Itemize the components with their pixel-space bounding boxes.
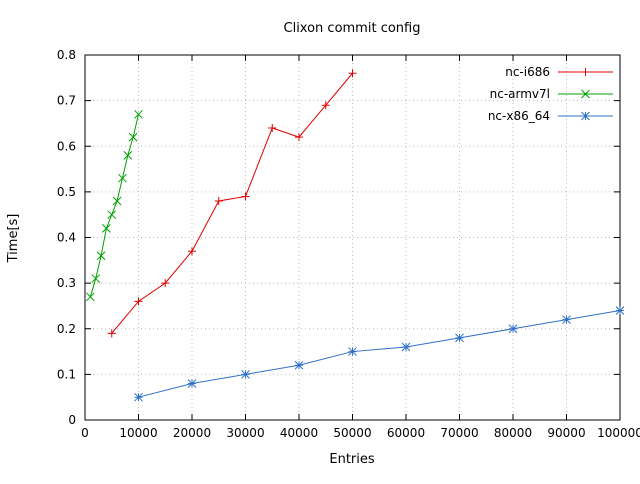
plus-marker (321, 101, 330, 110)
cross-marker (91, 274, 101, 283)
y-tick-label: 0.2 (57, 322, 76, 336)
plus-marker (161, 279, 170, 288)
plus-marker (188, 247, 196, 256)
cross-marker (96, 251, 106, 261)
cross-marker (118, 173, 127, 183)
x-tick-label: 30000 (226, 426, 264, 440)
plus-marker (214, 197, 223, 205)
x-tick-label: 20000 (173, 426, 211, 440)
cross-marker (134, 109, 143, 119)
asterisk-marker (401, 342, 411, 352)
cross-marker (123, 151, 133, 160)
cross-marker (581, 89, 590, 99)
legend: nc-i686 nc-armv7l nc-x86_64 (488, 65, 613, 123)
y-axis-label: Time[s] (6, 214, 21, 264)
y-tick-label: 0 (68, 413, 76, 427)
series-line (89, 114, 139, 297)
plus-marker (581, 68, 590, 76)
plus-marker (134, 297, 143, 306)
x-tick-label: 90000 (547, 426, 585, 440)
asterisk-marker (615, 306, 625, 315)
asterisk-marker (455, 333, 464, 343)
y-tick-label: 0.7 (57, 94, 76, 108)
cross-marker (107, 210, 117, 220)
series-nc-x86_64 (134, 306, 625, 402)
y-tick-label: 0.4 (57, 231, 76, 245)
y-tick-label: 0.5 (57, 185, 76, 199)
plus-marker (107, 329, 116, 338)
legend-item-nc-x86_64: nc-x86_64 (488, 109, 613, 123)
x-tick-label: 80000 (494, 426, 532, 440)
data-series (85, 69, 625, 402)
series-line (111, 72, 353, 334)
legend-item-nc-i686: nc-i686 (505, 65, 613, 79)
legend-label: nc-armv7l (490, 87, 550, 101)
x-tick-label: 10000 (119, 426, 157, 440)
plot-border (84, 54, 621, 421)
x-tick-label: 60000 (387, 426, 425, 440)
y-tick-label: 0.1 (57, 367, 76, 381)
plus-marker (268, 124, 277, 132)
asterisk-marker (581, 111, 590, 121)
cross-marker (128, 132, 138, 142)
asterisk-marker (187, 379, 197, 388)
series-nc-armv7l (85, 109, 143, 302)
cross-marker (112, 196, 122, 206)
cross-marker (102, 224, 111, 233)
x-axis-label: Entries (329, 452, 375, 467)
cross-marker (85, 292, 95, 302)
asterisk-marker (562, 315, 571, 324)
asterisk-marker (348, 347, 357, 356)
legend-item-nc-armv7l: nc-armv7l (490, 87, 613, 101)
y-tick-label: 0.3 (57, 276, 76, 290)
x-tick-label: 70000 (440, 426, 478, 440)
y-tick-label: 0.8 (57, 48, 76, 62)
plot-border-rect (84, 54, 621, 421)
asterisk-marker (241, 370, 250, 379)
series-line (138, 310, 621, 398)
axis-ticks: 0 10000 20000 30000 40000 50000 60000 70000 8000… (57, 48, 640, 440)
plus-marker (241, 192, 250, 201)
x-tick-label: 100000 (597, 426, 640, 440)
legend-label: nc-x86_64 (488, 109, 550, 123)
asterisk-marker (134, 392, 143, 402)
x-tick-label: 0 (81, 426, 89, 440)
y-tick-label: 0.6 (57, 139, 76, 153)
asterisk-marker (508, 324, 518, 334)
series-nc-i686 (107, 69, 357, 338)
plus-marker (295, 133, 303, 142)
x-tick-label: 50000 (333, 426, 371, 440)
legend-label: nc-i686 (505, 65, 550, 79)
asterisk-marker (294, 360, 304, 370)
x-tick-label: 40000 (280, 426, 318, 440)
plus-marker (348, 69, 357, 78)
chart-title: Clixon commit config (284, 21, 421, 36)
